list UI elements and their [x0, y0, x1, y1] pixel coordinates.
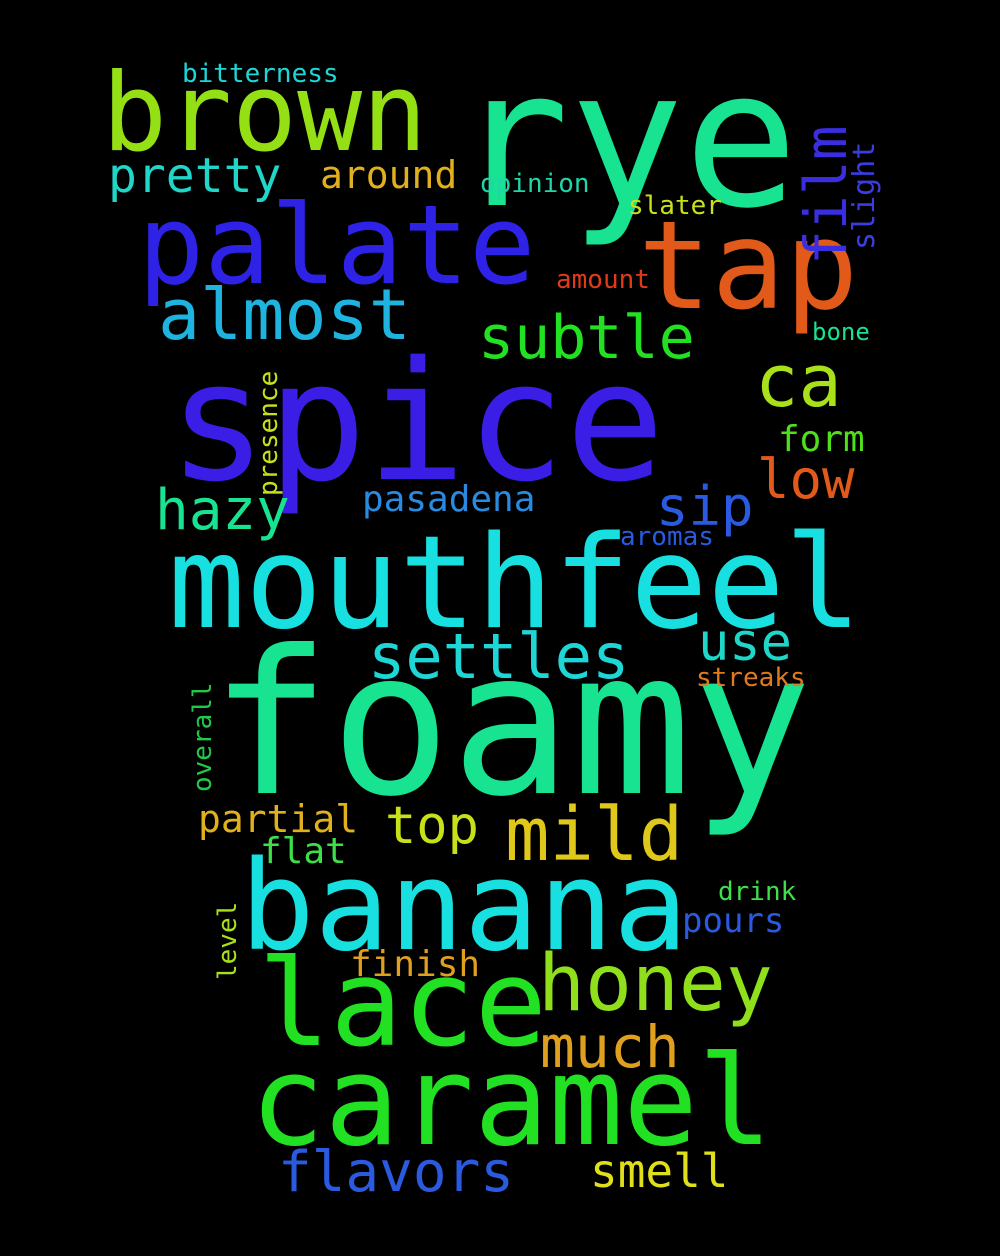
word-palate: palate: [138, 181, 536, 309]
word-pours: pours: [682, 901, 785, 941]
word-smell: smell: [590, 1144, 729, 1198]
word-pasadena: pasadena: [362, 479, 536, 520]
word-form: form: [778, 419, 865, 460]
word-subtle: subtle: [478, 303, 695, 373]
word-top: top: [385, 796, 479, 856]
word-around: around: [320, 153, 458, 197]
word-rye: rye: [455, 29, 799, 250]
word-slight: slight: [847, 141, 882, 250]
word-partial: partial: [198, 797, 359, 841]
word-ca: ca: [755, 339, 842, 423]
word-streaks: streaks: [696, 663, 806, 693]
word-banana: banana: [240, 835, 688, 979]
word-slater: slater: [628, 191, 722, 221]
word-honey: honey: [538, 939, 773, 1029]
word-sip: sip: [656, 475, 754, 538]
word-bone: bone: [812, 318, 870, 346]
word-foamy: foamy: [210, 608, 813, 841]
word-amount: amount: [556, 265, 650, 295]
word-level: level: [213, 901, 243, 980]
word-tap: tap: [638, 195, 859, 337]
word-bitterness: bitterness: [182, 59, 339, 89]
word-flavors: flavors: [278, 1140, 515, 1205]
word-flat: flat: [260, 831, 347, 872]
word-hazy: hazy: [155, 478, 290, 543]
word-mouthfeel: mouthfeel: [168, 509, 862, 658]
word-low: low: [757, 448, 855, 511]
word-overall: overall: [188, 682, 218, 792]
word-caramel: caramel: [250, 1030, 773, 1174]
word-brown: brown: [102, 51, 428, 176]
word-almost: almost: [158, 274, 411, 356]
word-finish: finish: [350, 944, 481, 985]
word-aromas: aromas: [620, 522, 714, 552]
word-drink: drink: [718, 877, 797, 907]
word-pretty: pretty: [108, 148, 282, 204]
word-use: use: [698, 613, 792, 673]
word-spice: spice: [168, 326, 665, 518]
word-opinion: opinion: [480, 169, 590, 199]
word-lace: lace: [258, 935, 547, 1074]
word-mild: mild: [505, 792, 684, 878]
word-settles: settles: [368, 620, 630, 693]
word-presence: presence: [254, 370, 284, 496]
word-much: much: [540, 1013, 680, 1081]
